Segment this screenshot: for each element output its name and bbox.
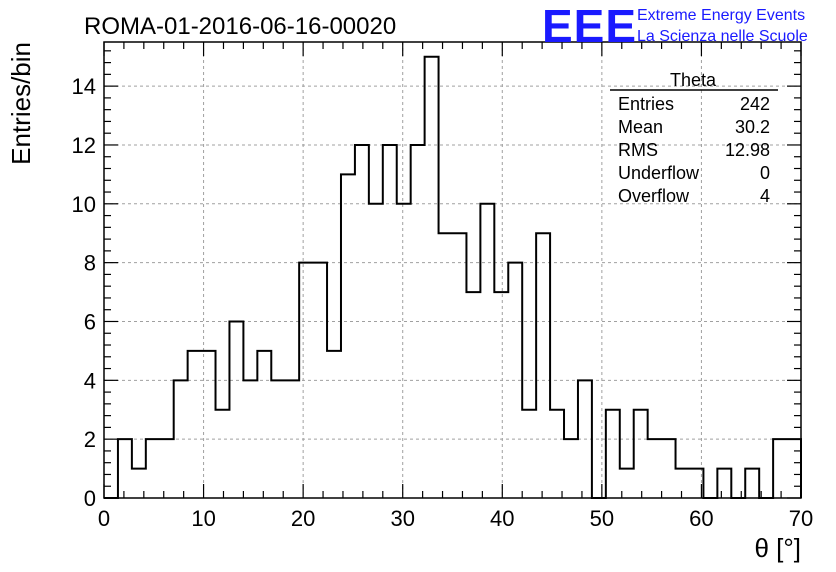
stats-box-title: Theta (670, 70, 717, 90)
y-tick-label: 4 (84, 368, 96, 393)
grid-lines (104, 42, 801, 498)
histogram-bin (550, 410, 564, 498)
histogram-bin (341, 174, 355, 498)
x-tick-label: 20 (291, 506, 315, 531)
y-tick-label: 6 (84, 309, 96, 334)
y-tick-label: 14 (72, 74, 96, 99)
y-tick-label: 0 (84, 486, 96, 511)
histogram-bin (355, 145, 369, 498)
histogram-bin (411, 145, 425, 498)
stats-label: Entries (618, 94, 674, 114)
histogram-bin (174, 380, 188, 498)
histogram-bin (676, 469, 690, 498)
histogram-bin (745, 469, 759, 498)
histogram-bin (606, 410, 620, 498)
histogram-bin (648, 439, 662, 498)
y-tick-label: 12 (72, 133, 96, 158)
y-axis-label: Entries/bin (6, 42, 36, 165)
histogram-bin (327, 351, 341, 498)
stats-value: 0 (760, 163, 770, 183)
y-tick-label: 10 (72, 192, 96, 217)
eee-tagline-1: Extreme Energy Events (637, 7, 805, 24)
histogram-bin (662, 439, 676, 498)
histogram-bin (285, 380, 299, 498)
histogram-series (104, 55, 802, 499)
stats-label: Underflow (618, 163, 700, 183)
plot-frame (103, 41, 802, 499)
x-axis-label: θ [°] (754, 533, 801, 563)
histogram-bin (564, 439, 578, 498)
histogram-bin (536, 233, 550, 498)
histogram-bin (466, 292, 480, 498)
stats-value: 12.98 (725, 140, 770, 160)
x-tick-label: 10 (191, 506, 215, 531)
stats-value: 242 (740, 94, 770, 114)
histogram-bin (257, 351, 271, 498)
y-tick-label: 2 (84, 427, 96, 452)
x-tick-label: 0 (98, 506, 110, 531)
stats-label: RMS (618, 140, 658, 160)
histogram-bin (578, 380, 592, 498)
axes (103, 41, 802, 499)
x-tick-label: 70 (789, 506, 813, 531)
histogram-bin (425, 57, 439, 498)
stats-value: 4 (760, 186, 770, 206)
histogram-bin (717, 469, 731, 498)
histogram-bin (160, 439, 174, 498)
histogram-bin (243, 380, 257, 498)
x-tick-label: 40 (490, 506, 514, 531)
stats-label: Mean (618, 117, 663, 137)
histogram-bin (397, 204, 411, 498)
histogram-bin (369, 204, 383, 498)
histogram-bin (229, 321, 243, 498)
histogram-bin (439, 233, 453, 498)
histogram-bin (216, 410, 230, 498)
eee-tagline-2: La Scienza nelle Scuole (637, 28, 808, 45)
histogram-bin (313, 263, 327, 498)
y-tick-label: 8 (84, 251, 96, 276)
histogram-bin (522, 410, 536, 498)
histogram-bin (634, 410, 648, 498)
histogram-bin (202, 351, 216, 498)
histogram-bin (773, 439, 787, 498)
x-tick-label: 60 (689, 506, 713, 531)
histogram-bin (271, 380, 285, 498)
eee-logo: EEE (542, 0, 637, 52)
histogram-bin (118, 439, 132, 498)
histogram-bin (453, 233, 467, 498)
x-tick-label: 30 (390, 506, 414, 531)
chart-title: ROMA-01-2016-06-16-00020 (84, 13, 396, 40)
stats-rows: Entries 242 Mean 30.2 RMS 12.98 Underflow 0 Over… (618, 94, 770, 206)
histogram-bin (787, 439, 801, 498)
stats-value: 30.2 (735, 117, 770, 137)
histogram-bin (146, 439, 160, 498)
stats-box: Theta Entries 242 Mean 30.2 RMS 12.98 Underflo… (610, 70, 778, 206)
stats-label: Overflow (618, 186, 690, 206)
histogram-bin (480, 204, 494, 498)
x-tick-label: 50 (590, 506, 614, 531)
histogram-bin (508, 263, 522, 498)
histogram-bin (299, 263, 313, 498)
histogram-bin (383, 145, 397, 498)
histogram-bin (494, 292, 508, 498)
histogram-outline (104, 55, 802, 499)
histogram-bin (188, 351, 202, 498)
